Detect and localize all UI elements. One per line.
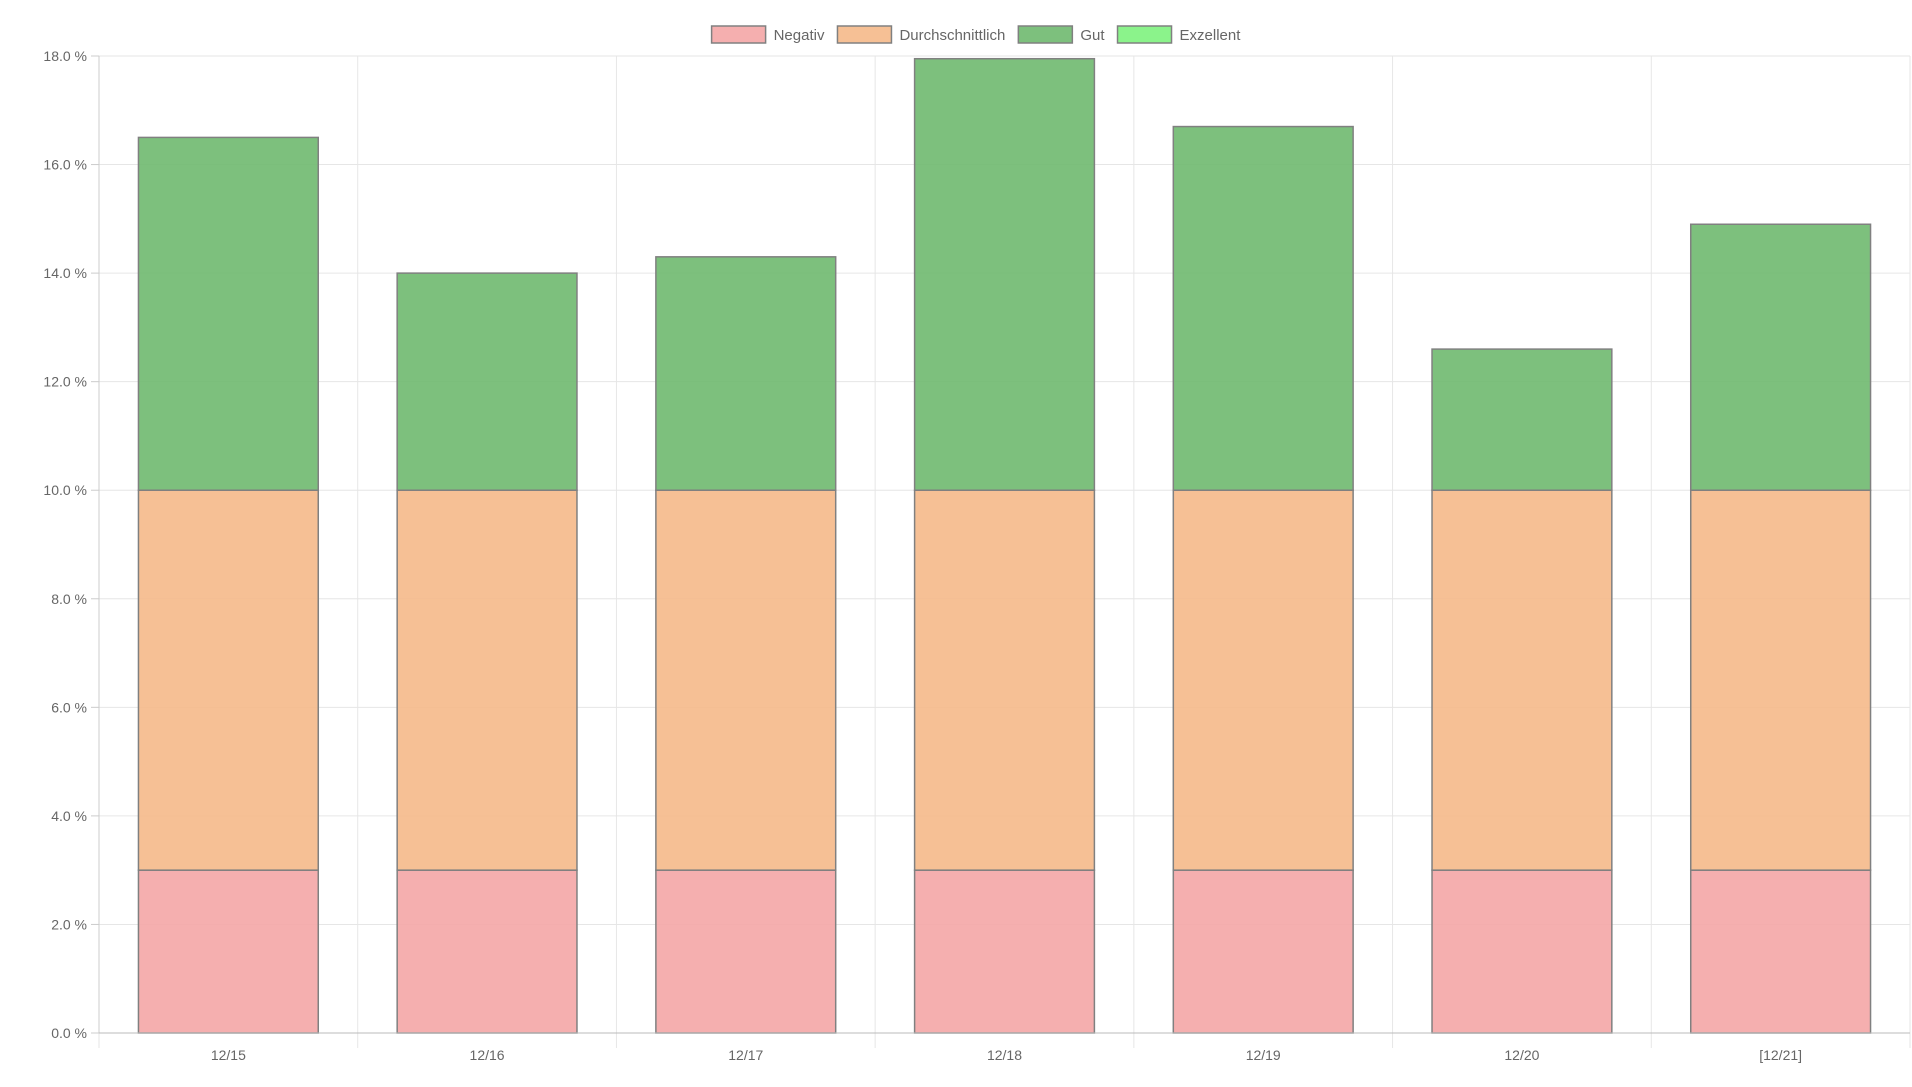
legend-label: Exzellent — [1180, 27, 1242, 44]
y-tick-label: 0.0 % — [51, 1025, 87, 1041]
bar-segment-gut[interactable] — [655, 256, 837, 491]
bar-segment-durchschnittlich[interactable] — [1431, 489, 1613, 871]
y-tick-label: 16.0 % — [43, 157, 87, 173]
bar-segment-negativ[interactable] — [137, 869, 320, 1034]
legend-item-durchschnittlich[interactable]: Durchschnittlich — [836, 25, 1005, 44]
bar-segment-gut[interactable] — [913, 57, 1096, 491]
bar-segment-durchschnittlich[interactable] — [913, 489, 1096, 871]
x-tick-label: 12/18 — [987, 1047, 1022, 1063]
x-tick-label: 12/15 — [211, 1047, 246, 1063]
bar-segment-negativ[interactable] — [396, 869, 578, 1034]
y-tick-label: 4.0 % — [51, 808, 87, 824]
bar-segment-durchschnittlich[interactable] — [1172, 489, 1354, 871]
y-tick-label: 14.0 % — [43, 265, 87, 281]
bar-segment-gut[interactable] — [1172, 125, 1354, 491]
bar-segment-negativ[interactable] — [1172, 869, 1354, 1034]
bar-segment-gut[interactable] — [1431, 348, 1613, 491]
legend-swatch — [1116, 25, 1173, 44]
legend-item-exzellent[interactable]: Exzellent — [1116, 25, 1242, 44]
y-tick-label: 6.0 % — [51, 699, 87, 715]
bar-segment-gut[interactable] — [1689, 223, 1872, 491]
legend-item-negativ[interactable]: Negativ — [710, 25, 825, 44]
y-tick-label: 18.0 % — [43, 48, 87, 64]
bar-segment-negativ[interactable] — [1431, 869, 1613, 1034]
legend-swatch — [836, 25, 893, 44]
bar-segment-gut[interactable] — [396, 272, 578, 491]
bar-segment-gut[interactable] — [137, 136, 320, 491]
legend-label: Gut — [1080, 27, 1105, 44]
bar-segment-durchschnittlich[interactable] — [396, 489, 578, 871]
legend-swatch — [710, 25, 767, 44]
axis-layer: 0.0 % 2.0 % 4.0 % 6.0 % 8.0 % 10.0 % 12.0 % 14.… — [43, 48, 1910, 1063]
legend[interactable]: Negativ Durchschnittlich Gut Exzellent — [710, 25, 1242, 44]
bar-segment-negativ[interactable] — [1689, 869, 1872, 1034]
y-tick-label: 2.0 % — [51, 916, 87, 932]
bar-segment-durchschnittlich[interactable] — [137, 489, 320, 871]
x-tick-label: [12/21] — [1759, 1047, 1802, 1063]
x-tick-label: 12/17 — [728, 1047, 763, 1063]
legend-swatch — [1017, 25, 1074, 44]
x-tick-label: 12/20 — [1504, 1047, 1539, 1063]
legend-label: Negativ — [774, 27, 825, 44]
x-tick-label: 12/19 — [1246, 1047, 1281, 1063]
legend-item-gut[interactable]: Gut — [1017, 25, 1105, 44]
x-tick-label: 12/16 — [470, 1047, 505, 1063]
bar-segment-durchschnittlich[interactable] — [1689, 489, 1872, 871]
y-tick-label: 12.0 % — [43, 374, 87, 390]
y-tick-label: 10.0 % — [43, 482, 87, 498]
legend-label: Durchschnittlich — [899, 27, 1005, 44]
bar-segment-negativ[interactable] — [655, 869, 837, 1034]
bars-layer — [137, 57, 1872, 1034]
y-tick-label: 8.0 % — [51, 591, 87, 607]
bar-segment-durchschnittlich[interactable] — [655, 489, 837, 871]
bar-segment-negativ[interactable] — [913, 869, 1096, 1034]
